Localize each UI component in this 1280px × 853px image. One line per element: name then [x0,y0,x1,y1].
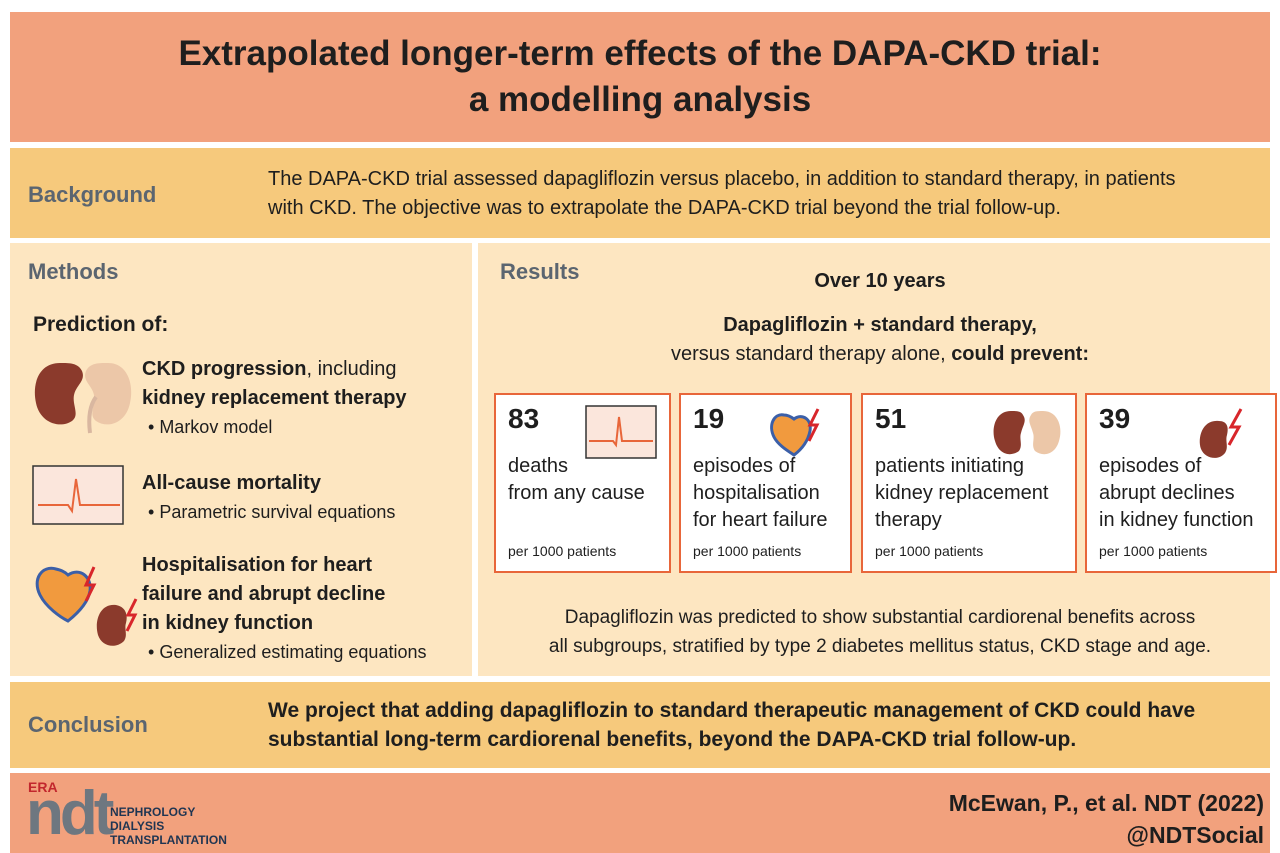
page: Extrapolated longer-term effects of the … [0,0,1280,853]
text-line: substantial long-term cardiorenal benefi… [268,725,1195,754]
label-line: from any cause [508,480,645,507]
journal-line: TRANSPLANTATION [110,833,227,847]
journal-name: NEPHROLOGY DIALYSIS TRANSPLANTATION [110,805,227,847]
conclusion-band: Conclusion We project that adding dapagl… [10,682,1270,768]
label-line: episodes of [693,453,828,480]
method-item: CKD progression, including kidney replac… [142,355,407,442]
methods-panel: Methods Prediction of: CKD progression, … [10,243,472,676]
card-value: 19 [693,403,724,435]
card-unit: per 1000 patients [693,543,801,559]
footer-band: ERA ndt NEPHROLOGY DIALYSIS TRANSPLANTAT… [10,773,1270,853]
background-text: The DAPA-CKD trial assessed dapagliflozi… [268,165,1176,223]
label-line: in kidney function [1099,507,1254,534]
label-line: abrupt declines [1099,480,1254,507]
journal-line: DIALYSIS [110,819,227,833]
item-title: kidney replacement therapy [142,384,407,413]
item-bullet: Generalized estimating equations [142,638,426,667]
ecg-icon [32,465,124,525]
journal-line: NEPHROLOGY [110,805,227,819]
item-title-rest: , including [306,358,396,380]
method-item: All-cause mortality Parametric survival … [142,469,395,527]
background-band: Background The DAPA-CKD trial assessed d… [10,148,1270,238]
results-intro: Dapagliflozin + standard therapy, versus… [478,311,1280,369]
label-line: deaths [508,453,645,480]
note-line: Dapagliflozin was predicted to show subs… [478,603,1280,632]
methods-heading: Methods [28,259,118,285]
intro-bold: Dapagliflozin + standard therapy, [478,311,1280,340]
results-panel: Results Over 10 years Dapagliflozin + st… [478,243,1270,676]
citation: McEwan, P., et al. NDT (2022) @NDTSocial [949,787,1264,851]
card-unit: per 1000 patients [875,543,983,559]
card-unit: per 1000 patients [508,543,616,559]
label-line: kidney replacement [875,480,1048,507]
conclusion-text: We project that adding dapagliflozin to … [268,696,1195,754]
card-value: 83 [508,403,539,435]
conclusion-heading: Conclusion [28,712,148,738]
results-period: Over 10 years [478,267,1280,296]
note-line: all subgroups, stratified by type 2 diab… [478,632,1280,661]
item-bullet: Parametric survival equations [142,498,395,527]
intro-rest: versus standard therapy alone, [671,343,946,365]
intro-bold: could prevent: [951,343,1089,365]
item-title: Hospitalisation for heart [142,551,426,580]
citation-text: McEwan, P., et al. NDT (2022) [949,787,1264,819]
title-band: Extrapolated longer-term effects of the … [10,12,1270,142]
card-value: 39 [1099,403,1130,435]
label-line: patients initiating [875,453,1048,480]
text-line: We project that adding dapagliflozin to … [268,696,1195,725]
item-title: in kidney function [142,609,426,638]
item-title: CKD progression [142,358,306,380]
text-line: with CKD. The objective was to extrapola… [268,194,1176,223]
label-line: for heart failure [693,507,828,534]
label-line: episodes of [1099,453,1254,480]
title-line: Extrapolated longer-term effects of the … [178,31,1101,77]
kidney-icon [30,355,140,435]
results-note: Dapagliflozin was predicted to show subs… [478,603,1280,661]
card-unit: per 1000 patients [1099,543,1207,559]
logo-ndt: ndt [26,781,110,847]
label-line: therapy [875,507,1048,534]
card-value: 51 [875,403,906,435]
item-bullet: Markov model [142,413,407,442]
handle: @NDTSocial [949,819,1264,851]
label-line: hospitalisation [693,480,828,507]
background-heading: Background [28,182,156,208]
item-title: All-cause mortality [142,469,395,498]
text-line: The DAPA-CKD trial assessed dapagliflozi… [268,165,1176,194]
method-item: Hospitalisation for heart failure and ab… [142,551,426,667]
title-line: a modelling analysis [469,77,811,123]
methods-subheading: Prediction of: [33,310,168,339]
item-title: failure and abrupt decline [142,580,426,609]
heart-kidney-icon [28,561,138,657]
